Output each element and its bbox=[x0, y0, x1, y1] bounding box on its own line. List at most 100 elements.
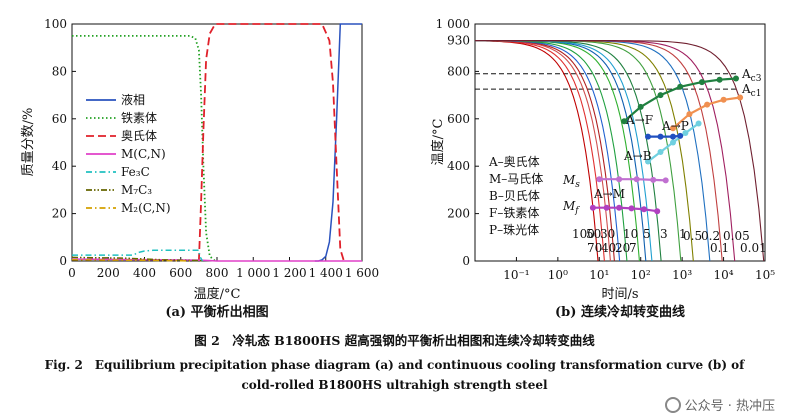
y-tick-label: 930 bbox=[447, 34, 470, 48]
transformation-point bbox=[637, 103, 644, 110]
legend-label: Fe₃C bbox=[121, 165, 150, 179]
transformation-point bbox=[645, 133, 651, 140]
series-line bbox=[198, 23, 345, 262]
cooling-rate-label: 1 bbox=[679, 227, 687, 241]
chart-b-xlabel: 时间/s bbox=[601, 287, 638, 302]
x-tick-label: 1 200 bbox=[272, 266, 306, 280]
cooling-rate-label: 20 bbox=[615, 241, 630, 255]
chart-a-ticks: 0 200 400 600 800 1 000 1 200 1 400 1 600 0 20 40 60… bbox=[44, 17, 379, 280]
transformation-point bbox=[641, 206, 647, 213]
chart-a-series bbox=[71, 23, 362, 262]
transformation-point bbox=[677, 132, 684, 139]
legend-label: 液相 bbox=[121, 92, 145, 107]
cooling-rate-label: 10 bbox=[623, 227, 638, 241]
x-tick-label: 10³ bbox=[672, 268, 692, 282]
legend-label: 铁素体 bbox=[121, 111, 157, 125]
cooling-rate-label: 40 bbox=[601, 241, 616, 255]
chart-a-xlabel: 温度/°C bbox=[194, 286, 241, 302]
chart-a-ylabel: 质量分数/% bbox=[21, 108, 36, 177]
cooling-rate-label: 0.1 bbox=[710, 241, 729, 255]
legend-label: 奥氏体 bbox=[121, 129, 157, 143]
transformation-point bbox=[654, 208, 661, 215]
transformation-point bbox=[662, 177, 669, 184]
y-tick-label: 0 bbox=[59, 254, 67, 268]
legend-label: M₂(C,N) bbox=[121, 201, 171, 215]
annotation-label: A→F bbox=[625, 113, 653, 127]
cooling-curve bbox=[475, 40, 765, 261]
y-tick-label: 0 bbox=[462, 254, 470, 268]
chart-b-subtitle: (b) 连续冷却转变曲线 bbox=[555, 304, 685, 320]
legend-entry: A–奥氏体 bbox=[488, 155, 540, 169]
transformation-point bbox=[670, 133, 676, 140]
annotation-subscript: s bbox=[575, 180, 580, 190]
x-tick-label: 400 bbox=[133, 266, 156, 280]
transformation-point bbox=[645, 158, 651, 165]
caption-en-line2: cold-rolled B1800HS ultrahigh strength s… bbox=[241, 378, 548, 392]
x-tick-label: 800 bbox=[206, 266, 229, 280]
cooling-rate-label: 0.01 bbox=[740, 241, 767, 255]
transformation-point bbox=[670, 139, 676, 146]
y-tick-label: 800 bbox=[447, 64, 470, 78]
cooling-rate-label: 70 bbox=[587, 241, 602, 255]
transformation-point bbox=[657, 149, 664, 155]
transformation-point bbox=[686, 111, 693, 118]
legend-entry: P–珠光体 bbox=[489, 223, 539, 237]
reference-label: Ac1 bbox=[741, 82, 761, 99]
transformation-line bbox=[648, 134, 681, 138]
annotation-label: A→P bbox=[661, 119, 689, 133]
y-tick-label: 100 bbox=[44, 17, 67, 31]
caption-en-line1: Fig. 2 Equilibrium precipitation phase d… bbox=[44, 358, 745, 372]
transformation-point bbox=[682, 130, 689, 136]
x-tick-label: 200 bbox=[97, 266, 120, 280]
chart-b-ticks: 10⁻¹ 10⁰ 10¹ 10² 10³ 10⁴ 10⁵ 0 200 400 600 800 930 1 … bbox=[436, 17, 776, 282]
annotation-label: Ms bbox=[562, 173, 580, 190]
series-line bbox=[72, 35, 216, 262]
annotation-label: A→B bbox=[623, 149, 652, 163]
transformation-point bbox=[650, 176, 657, 183]
watermark-logo-icon bbox=[664, 396, 681, 413]
series-line bbox=[71, 259, 190, 262]
legend-entry: M–马氏体 bbox=[489, 172, 543, 186]
legend-label: M₇C₃ bbox=[121, 183, 152, 197]
chart-a-plot-area bbox=[71, 23, 363, 262]
x-tick-label: 1 400 bbox=[309, 266, 343, 280]
annotation-label: A→M bbox=[593, 187, 625, 201]
transformation-point bbox=[716, 76, 723, 83]
chart-a: 0 200 400 600 800 1 000 1 200 1 400 1 600 0 20 40 60… bbox=[21, 17, 379, 320]
cooling-rate-label: 7 bbox=[629, 241, 637, 255]
y-tick-label: 20 bbox=[52, 207, 67, 221]
cooling-rate-label: 0.05 bbox=[723, 229, 750, 243]
transformation-point bbox=[621, 118, 628, 125]
x-tick-label: 600 bbox=[169, 266, 192, 280]
transformation-point bbox=[616, 176, 623, 183]
y-tick-label: 1 000 bbox=[436, 17, 470, 31]
chart-b-markers bbox=[589, 75, 744, 215]
transformation-point bbox=[603, 204, 610, 211]
cooling-rate-label: 50 bbox=[586, 227, 601, 241]
cooling-rate-label: 5 bbox=[643, 227, 651, 241]
watermark-text: 公众号 · 热冲压 bbox=[684, 399, 775, 414]
caption-zh: 图 2 冷轧态 B1800HS 超高强钢的平衡析出相图和连续冷却转变曲线 bbox=[194, 333, 595, 348]
cooling-rate-label: 100 bbox=[572, 227, 595, 241]
x-tick-label: 10¹ bbox=[589, 268, 609, 282]
cooling-rate-label: 0.5 bbox=[683, 229, 702, 243]
series-line bbox=[72, 249, 204, 262]
x-tick-label: 10⁵ bbox=[755, 268, 775, 282]
transformation-point bbox=[596, 176, 603, 183]
transformation-point bbox=[657, 133, 664, 140]
transformation-point bbox=[737, 94, 744, 101]
x-tick-label: 1 600 bbox=[345, 266, 379, 280]
chart-a-subtitle: (a) 平衡析出相图 bbox=[165, 304, 268, 320]
y-tick-label: 40 bbox=[52, 159, 67, 173]
transformation-point bbox=[657, 92, 664, 99]
y-tick-label: 60 bbox=[52, 112, 67, 126]
annotation-subscript: f bbox=[574, 206, 580, 216]
reference-subscript: c1 bbox=[751, 89, 762, 99]
transformation-point bbox=[733, 75, 739, 82]
transformation-point bbox=[677, 83, 684, 90]
transformation-point bbox=[720, 96, 727, 103]
transformation-point bbox=[628, 205, 635, 212]
legend-entry: F–铁素体 bbox=[489, 206, 539, 220]
x-tick-label: 10⁻¹ bbox=[503, 268, 529, 282]
